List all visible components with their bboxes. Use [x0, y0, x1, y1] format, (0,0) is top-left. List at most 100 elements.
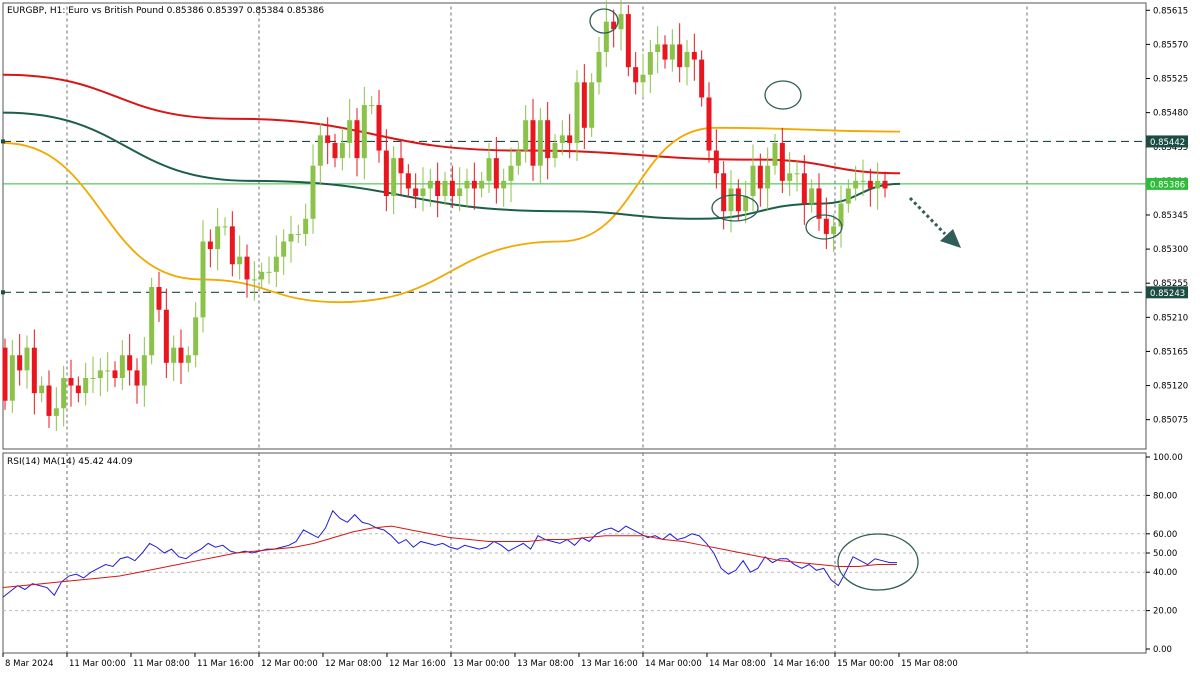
time-tick-label: 13 Mar 16:00: [581, 659, 638, 669]
candle-bull: [765, 165, 771, 189]
candle-bull: [442, 180, 448, 197]
candle-bear: [156, 287, 162, 310]
candle-bear: [229, 226, 235, 265]
price-label-box: [1146, 286, 1188, 299]
candle-bull: [295, 233, 301, 235]
candle-bull: [647, 51, 653, 75]
candle-bear: [17, 355, 23, 371]
candle-bear: [134, 370, 140, 386]
candle-bull: [215, 226, 221, 250]
main-header: EURGBP, H1: Euro vs British Pound 0.8538…: [7, 6, 324, 16]
candle-bull: [853, 180, 859, 189]
candle-bull: [24, 347, 30, 371]
time-tick-label: 14 Mar 08:00: [709, 659, 766, 669]
candle-bull: [310, 165, 316, 219]
candle-bull: [728, 188, 734, 212]
main-panel-frame: [2, 2, 1147, 450]
rsi-lines: [2, 509, 897, 598]
ma-orange-line: [2, 126, 901, 304]
candle-bull: [266, 271, 272, 273]
candle-bear: [581, 82, 587, 128]
price-label-box: [1146, 177, 1188, 190]
candle-bull: [787, 173, 793, 181]
candle-bull: [486, 158, 492, 181]
candle-bull: [457, 188, 463, 197]
candle-bear: [449, 180, 455, 197]
candle-bull: [743, 196, 749, 212]
candle-bear: [721, 173, 727, 212]
candle-bull: [171, 347, 177, 363]
candle-bull: [222, 226, 228, 228]
grid: [66, 6, 1028, 653]
candle-bear: [178, 347, 184, 363]
price-tick-label: 0.85300: [1153, 245, 1188, 255]
candle-bear: [471, 180, 477, 189]
price-tick-label: 0.85615: [1153, 6, 1188, 16]
candle-bull: [347, 120, 353, 143]
candle-bear: [567, 135, 573, 143]
time-tick-label: 14 Mar 00:00: [645, 659, 702, 669]
highlight-circle: [805, 214, 843, 240]
candle-bear: [68, 377, 74, 386]
candle-bear: [244, 256, 250, 280]
candle-bull: [559, 135, 565, 143]
candle-bear: [867, 180, 873, 189]
highlight-circle: [589, 8, 619, 34]
moving-average-lines: [2, 73, 901, 304]
candle-bull: [523, 120, 529, 151]
candle-bear: [31, 347, 37, 394]
time-tick-label: 15 Mar 00:00: [837, 659, 894, 669]
price-tick-label: 0.85345: [1153, 211, 1188, 221]
price-tick-label: 0.85075: [1153, 416, 1188, 426]
candle-bear: [823, 218, 829, 234]
candle-bull: [317, 135, 323, 166]
candle-bear: [46, 385, 52, 416]
candle-bull: [97, 370, 103, 378]
rsi-tick-label: 40.00: [1153, 568, 1177, 578]
candle-bear: [383, 150, 389, 197]
level-marker: [1, 290, 5, 295]
candle-bull: [809, 188, 815, 204]
candle-bear: [2, 347, 8, 401]
candle-bull: [596, 51, 602, 83]
rsi-tick-label: 50.00: [1153, 549, 1177, 559]
rsi-highlight-circle: [837, 533, 919, 591]
candle-bull: [640, 74, 646, 83]
price-level-lines: [3, 140, 1146, 293]
candle-bull: [61, 377, 67, 409]
candle-bull: [193, 317, 199, 356]
candle-bull: [750, 165, 756, 197]
candle-bear: [713, 150, 719, 174]
time-tick-label: 11 Mar 00:00: [69, 659, 126, 669]
candle-bull: [251, 279, 257, 281]
candle-bear: [75, 385, 81, 394]
price-tick-label: 0.85165: [1153, 347, 1188, 357]
price-tick-label: 0.85255: [1153, 279, 1188, 289]
rsi-ma-line: [2, 525, 897, 589]
candle-bull: [119, 355, 125, 378]
candle-bull: [259, 271, 265, 280]
candle-bear: [625, 14, 631, 68]
candle-bull: [845, 188, 851, 204]
candle-bull: [515, 150, 521, 166]
candle-bull: [90, 377, 96, 379]
candle-bull: [288, 233, 294, 242]
candle-bull: [273, 256, 279, 272]
rsi-header: RSI(14) MA(14) 45.42 44.09: [7, 457, 133, 467]
time-axis: 8 Mar 2024 11 Mar 00:00 11 Mar 08:00 11 Mar…: [2, 653, 958, 669]
dotted-arrow-down-right-icon: [908, 196, 947, 236]
time-tick-label: 12 Mar 00:00: [261, 659, 318, 669]
candle-bull: [831, 226, 837, 234]
price-tick-label: 0.85435: [1153, 143, 1188, 153]
candle-bull: [772, 142, 778, 166]
candle-bear: [633, 67, 639, 83]
rsi-tick-label: 100.00: [1153, 453, 1183, 463]
rsi-tick-label: 0.00: [1153, 645, 1172, 655]
price-label-text: 0.85442: [1150, 138, 1185, 148]
candle-bull: [537, 120, 543, 166]
candle-bear: [699, 59, 705, 98]
highlight-circle: [711, 194, 759, 222]
price-label-box: [1146, 135, 1188, 148]
candle-bull: [603, 21, 609, 52]
price-tick-label: 0.85570: [1153, 40, 1188, 50]
